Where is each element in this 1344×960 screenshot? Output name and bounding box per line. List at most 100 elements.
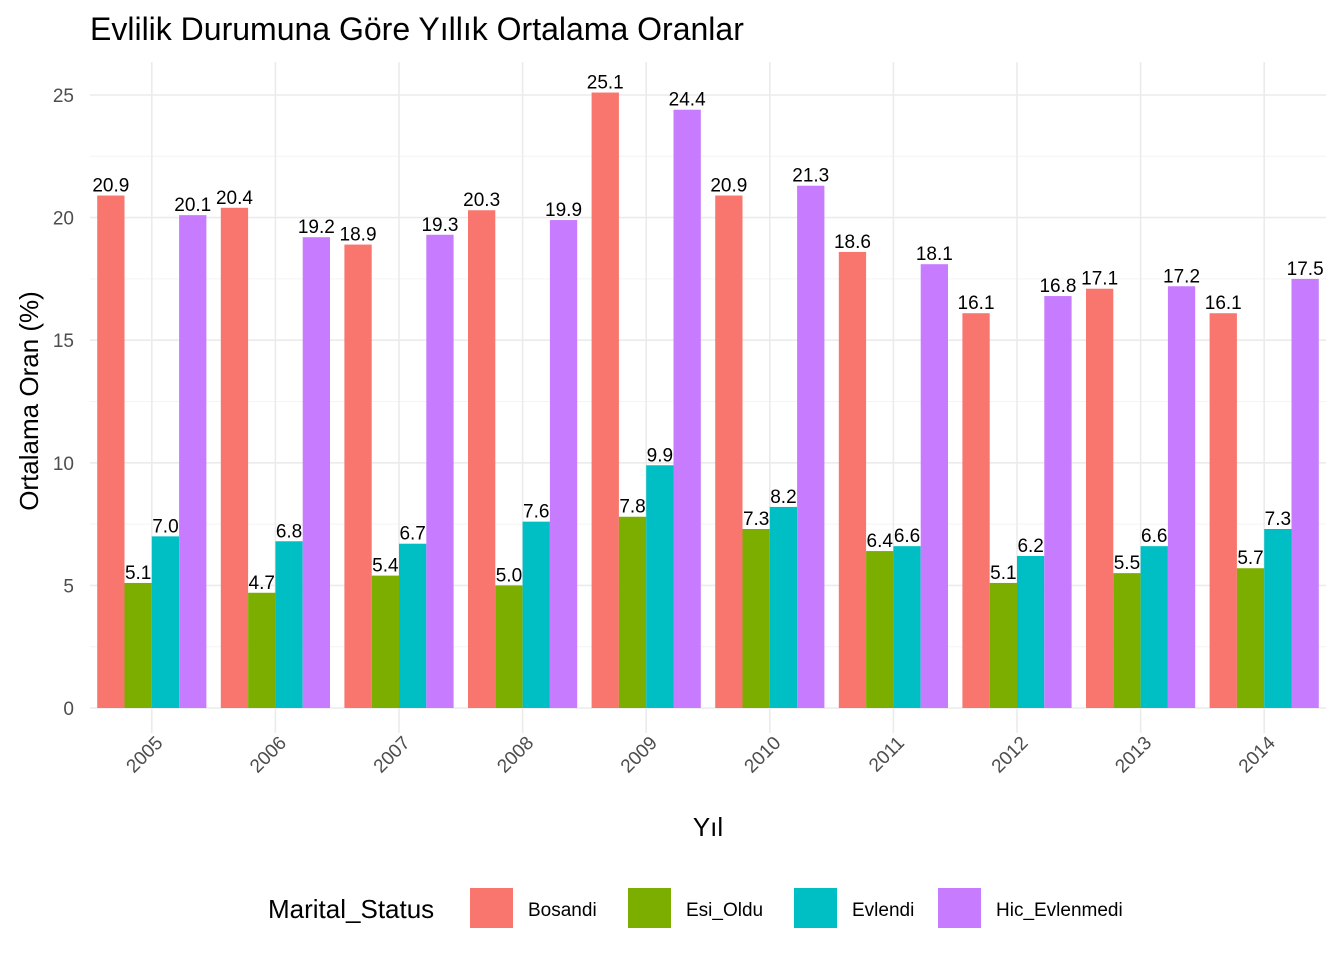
bar-bosandi-2009: [591, 92, 619, 709]
x-tick-label: 2007: [370, 733, 415, 778]
value-label: 20.3: [463, 190, 500, 211]
value-label: 6.8: [276, 521, 302, 542]
legend-label: Bosandi: [528, 900, 597, 921]
legend-title: Marital_Status: [268, 894, 434, 924]
legend-label: Evlendi: [852, 900, 914, 921]
value-label: 25.1: [587, 73, 624, 94]
legend: Marital_Status Bosandi Esi_Oldu Evlendi Hic…: [268, 888, 1123, 928]
value-label: 7.6: [523, 502, 549, 523]
value-label: 5.1: [990, 563, 1016, 584]
value-label: 6.6: [894, 526, 920, 547]
bar-hic_evlenmedi-2012: [1044, 296, 1072, 708]
legend-label: Esi_Oldu: [686, 900, 763, 921]
value-label: 16.1: [958, 293, 995, 314]
bar-hic_evlenmedi-2010: [797, 185, 825, 708]
bar-bosandi-2007: [344, 244, 372, 708]
bar-esi_oldu-2008: [495, 585, 523, 708]
bar-evlendi-2006: [275, 541, 303, 708]
bar-evlendi-2012: [1017, 555, 1045, 708]
value-label: 19.2: [298, 217, 335, 238]
value-label: 5.5: [1114, 553, 1140, 574]
bar-esi_oldu-2013: [1113, 573, 1141, 708]
bar-hic_evlenmedi-2006: [302, 237, 330, 708]
y-tick-label: 15: [53, 331, 74, 352]
bar-hic_evlenmedi-2008: [549, 220, 578, 708]
bar-bosandi-2006: [220, 207, 249, 709]
value-label: 5.7: [1237, 548, 1263, 569]
y-tick-label: 25: [53, 86, 74, 107]
legend-key-esi_oldu: [628, 888, 671, 928]
y-tick-label: 10: [53, 454, 74, 475]
bar-esi_oldu-2010: [742, 529, 770, 708]
value-label: 16.1: [1205, 293, 1242, 314]
bar-esi_oldu-2014: [1236, 568, 1265, 708]
bar-esi_oldu-2011: [866, 551, 894, 708]
value-label: 6.7: [399, 524, 425, 545]
value-label: 21.3: [792, 166, 829, 187]
bar-esi_oldu-2005: [124, 582, 152, 708]
y-tick-label: 20: [53, 209, 74, 230]
value-label: 6.6: [1141, 526, 1167, 547]
x-tick-label: 2005: [123, 733, 168, 778]
value-label: 18.1: [916, 244, 953, 265]
value-label: 4.7: [249, 573, 275, 594]
value-label: 8.2: [770, 487, 796, 508]
y-tick-label: 5: [63, 576, 74, 597]
bar-hic_evlenmedi-2013: [1167, 286, 1196, 708]
x-tick-label: 2011: [865, 733, 909, 777]
legend-key-bosandi: [470, 888, 513, 928]
bar-esi_oldu-2012: [989, 582, 1017, 708]
bar-bosandi-2013: [1086, 288, 1114, 708]
y-tick-label: 0: [63, 699, 74, 720]
value-label: 20.1: [174, 195, 211, 216]
value-label: 19.3: [421, 215, 458, 236]
bar-esi_oldu-2006: [248, 592, 276, 708]
bar-esi_oldu-2007: [371, 575, 399, 708]
x-axis: 2005 2006 2007 2008 2009 2010 2011 2012 2013 2014: [123, 732, 1280, 777]
bar-hic_evlenmedi-2005: [179, 215, 207, 708]
value-label: 7.3: [1265, 509, 1291, 530]
value-labels: 20.9 5.1 7.0 20.1 20.4 4.7 6.8 19.2 18.9 5.46.7 19…: [92, 73, 1323, 594]
value-label: 18.9: [340, 225, 377, 246]
value-label: 18.6: [834, 232, 871, 253]
x-tick-label: 2013: [1111, 733, 1156, 778]
bar-evlendi-2011: [893, 546, 921, 708]
bar-evlendi-2014: [1264, 529, 1292, 708]
bar-evlendi-2005: [151, 536, 180, 708]
value-label: 17.2: [1163, 266, 1200, 287]
bar-bosandi-2014: [1209, 313, 1237, 708]
bar-evlendi-2007: [399, 543, 427, 708]
y-axis: 0 5 10 15 20 25: [53, 86, 74, 720]
value-label: 5.0: [496, 565, 522, 586]
value-label: 16.8: [1039, 276, 1076, 297]
x-axis-title: Yıl: [693, 812, 723, 842]
bar-hic_evlenmedi-2011: [920, 264, 948, 708]
x-tick-label: 2009: [617, 733, 662, 778]
x-tick-label: 2008: [493, 733, 538, 778]
x-tick-label: 2014: [1235, 732, 1280, 777]
bar-evlendi-2013: [1140, 546, 1168, 708]
bar-bosandi-2008: [468, 210, 496, 708]
value-label: 7.3: [743, 509, 769, 530]
bar-bosandi-2005: [97, 195, 125, 709]
value-label: 20.9: [710, 176, 747, 197]
value-label: 19.9: [545, 200, 582, 221]
value-label: 6.2: [1017, 536, 1043, 557]
bar-bosandi-2010: [715, 195, 743, 709]
legend-key-evlendi: [794, 888, 837, 928]
x-tick-label: 2012: [988, 733, 1033, 778]
value-label: 7.0: [152, 516, 178, 537]
bar-hic_evlenmedi-2009: [673, 109, 701, 709]
y-axis-title: Ortalama Oran (%): [14, 291, 44, 511]
bars: [97, 92, 1319, 709]
value-label: 17.1: [1081, 269, 1118, 290]
legend-label: Hic_Evlenmedi: [996, 900, 1123, 921]
value-label: 24.4: [669, 90, 706, 111]
bar-bosandi-2012: [962, 313, 990, 708]
bar-evlendi-2008: [522, 521, 550, 708]
bar-hic_evlenmedi-2014: [1291, 278, 1319, 708]
value-label: 17.5: [1287, 259, 1324, 280]
value-label: 5.1: [125, 563, 151, 584]
value-label: 20.9: [92, 176, 129, 197]
